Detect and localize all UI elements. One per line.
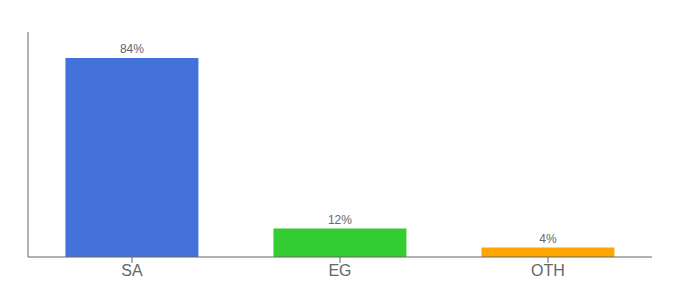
svg-text:OTH: OTH <box>531 262 565 279</box>
svg-text:EG: EG <box>328 262 351 279</box>
svg-text:SA: SA <box>121 262 143 279</box>
svg-text:12%: 12% <box>328 213 352 227</box>
svg-text:4%: 4% <box>539 232 557 246</box>
svg-text:84%: 84% <box>120 42 144 56</box>
